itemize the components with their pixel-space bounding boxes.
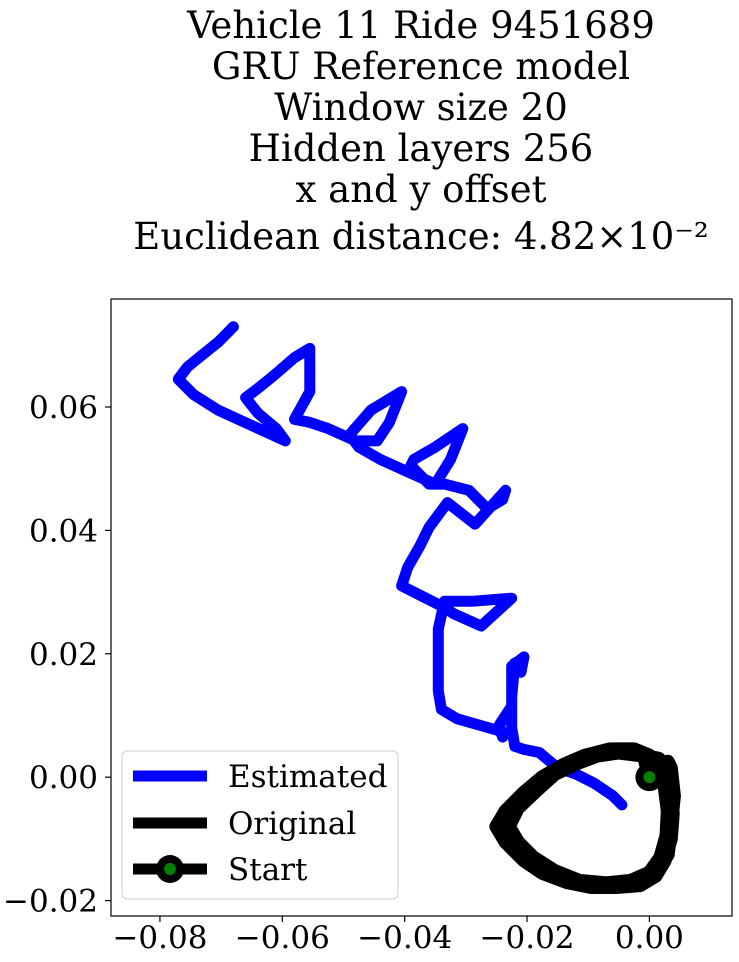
title-line-1: Vehicle 11 Ride 9451689 [186, 4, 655, 47]
chart-title: Vehicle 11 Ride 9451689 GRU Reference mo… [133, 4, 708, 258]
x-tick-label: −0.04 [357, 920, 452, 956]
series-layer [172, 321, 681, 894]
start-marker-center [643, 771, 656, 784]
series-line-estimated [172, 321, 628, 811]
y-tick-label: −0.02 [3, 884, 98, 920]
title-line-5: x and y offset [296, 168, 547, 211]
x-tick-label: −0.02 [480, 920, 575, 956]
title-line-2: GRU Reference model [212, 45, 630, 88]
x-tick-label: 0.00 [615, 920, 684, 956]
plot-frame [110, 298, 733, 917]
title-line-3: Window size 20 [274, 86, 568, 129]
title-line-6: Euclidean distance: 4.82×10⁻² [133, 215, 708, 258]
y-tick-label: 0.04 [29, 513, 98, 549]
y-axis: −0.02 0.00 0.02 0.04 0.06 [3, 390, 111, 920]
x-axis: −0.08 −0.06 −0.04 −0.02 0.00 [112, 916, 684, 956]
legend-label-original: Original [228, 806, 356, 842]
series-line-original [489, 742, 681, 894]
legend-label-start: Start [228, 852, 308, 888]
x-tick-label: −0.06 [235, 920, 330, 956]
x-tick-label: −0.08 [112, 920, 207, 956]
legend-box [121, 750, 399, 900]
legend-label-estimated: Estimated [228, 759, 387, 795]
legend: Estimated Original Start [121, 750, 399, 900]
title-line-4: Hidden layers 256 [249, 127, 594, 170]
y-tick-label: 0.06 [29, 390, 98, 426]
y-tick-label: 0.00 [29, 760, 98, 796]
legend-start-marker-center [164, 863, 176, 875]
y-tick-label: 0.02 [29, 637, 98, 673]
